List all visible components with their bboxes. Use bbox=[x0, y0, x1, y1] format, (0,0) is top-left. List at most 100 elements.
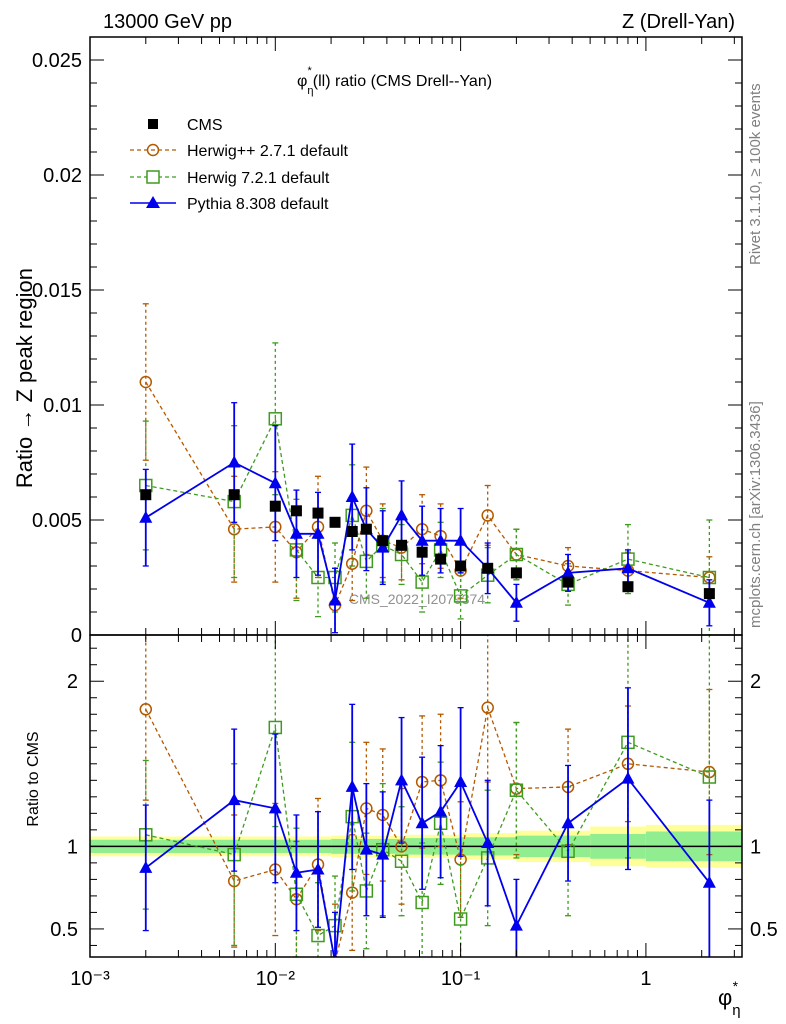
herwig7-point bbox=[453, 589, 468, 603]
x-tick-label: 10⁻¹ bbox=[441, 968, 481, 990]
cms-data-point bbox=[140, 489, 152, 501]
legend: CMS Herwig++ 2.7.1 default Herwig 7.2.1 … bbox=[130, 117, 349, 213]
herwig7-point bbox=[311, 928, 325, 943]
pythia-point bbox=[311, 862, 325, 875]
y-tick-label: 0.02 bbox=[43, 165, 82, 187]
pythia-point bbox=[454, 533, 468, 546]
pythia-point bbox=[621, 561, 635, 574]
title-rest: (ll) ratio (CMS Drell--Yan) bbox=[313, 73, 492, 90]
pythia-point bbox=[561, 565, 575, 578]
pythia-point bbox=[289, 526, 303, 539]
xlabel-sub: η bbox=[732, 1002, 740, 1019]
series-line bbox=[145, 727, 710, 937]
main-cms bbox=[140, 489, 715, 600]
pythia-point bbox=[702, 875, 716, 888]
pythia-point bbox=[434, 533, 448, 546]
pythia-point bbox=[289, 865, 303, 878]
rivet-label: Rivet 3.1.10, ≥ 100k events bbox=[747, 83, 764, 265]
x-tick-label: 10⁻³ bbox=[70, 968, 110, 990]
ratio-y-tick-label-right: 0.5 bbox=[750, 919, 778, 941]
xlabel-sup: * bbox=[733, 978, 739, 994]
x-tick-label: 1 bbox=[640, 968, 651, 990]
pythia-point bbox=[376, 847, 390, 860]
cms-data-point bbox=[510, 567, 522, 579]
y-tick-label: 0.01 bbox=[43, 395, 82, 417]
legend-herwig7-marker bbox=[146, 170, 160, 184]
main-plot-title: φη *(ll) ratio (CMS Drell--Yan) bbox=[297, 65, 492, 97]
cms-data-point bbox=[329, 516, 341, 528]
pythia-point bbox=[395, 773, 409, 786]
herwig7-point bbox=[453, 912, 468, 926]
title-sub: η bbox=[307, 85, 313, 97]
title-sup: * bbox=[308, 65, 313, 77]
pythia-point bbox=[415, 533, 429, 546]
pythia-point bbox=[227, 455, 241, 468]
ratio-y-tick-label-right: 2 bbox=[750, 671, 761, 693]
legend-entry-cms: CMS bbox=[148, 117, 223, 134]
ratio-pythia-8-308-default bbox=[139, 687, 716, 957]
pythia-point bbox=[345, 490, 359, 502]
legend-pythia-marker bbox=[146, 196, 160, 208]
ratio-y-tick-label-right: 1 bbox=[750, 836, 761, 858]
legend-cms-marker bbox=[148, 119, 158, 129]
ratio-uncertainty-band bbox=[90, 824, 742, 868]
pythia-point bbox=[509, 918, 523, 931]
pythia-point bbox=[561, 816, 575, 829]
pythia-point bbox=[702, 595, 716, 608]
legend-herwigpp-marker bbox=[146, 143, 160, 157]
title-phi: φ bbox=[297, 73, 307, 90]
cms-data-point bbox=[455, 560, 467, 572]
header-left: 13000 GeV pp bbox=[103, 11, 232, 33]
cms-data-point bbox=[562, 576, 574, 588]
herwigpp-point bbox=[481, 701, 494, 714]
herwig7-point bbox=[415, 895, 429, 910]
pythia-point bbox=[481, 836, 495, 849]
ratio-series-group bbox=[139, 635, 717, 957]
data-series bbox=[139, 303, 717, 957]
legend-herwig7-label: Herwig 7.2.1 default bbox=[187, 170, 330, 187]
herwig7-point bbox=[509, 783, 524, 797]
pythia-point bbox=[454, 774, 468, 787]
pythia-point bbox=[359, 842, 373, 855]
cms-data-point bbox=[290, 505, 302, 517]
pythia-point bbox=[415, 816, 429, 829]
herwig7-point bbox=[394, 854, 409, 868]
ratio-y-tick-label-left: 0.5 bbox=[50, 919, 78, 941]
herwigpp-point bbox=[139, 375, 153, 389]
cms-data-point bbox=[396, 539, 408, 551]
cms-data-point bbox=[377, 535, 389, 547]
pythia-point bbox=[139, 860, 153, 873]
ratio-y-tick-label-left: 1 bbox=[67, 836, 78, 858]
series-line bbox=[145, 416, 710, 597]
pythia-point bbox=[345, 779, 359, 792]
pythia-point bbox=[328, 593, 342, 606]
cms-data-point bbox=[416, 546, 428, 558]
series-line bbox=[145, 777, 711, 957]
main-herwig-7-2-1-default bbox=[139, 342, 717, 635]
legend-herwigpp-label: Herwig++ 2.7.1 default bbox=[187, 143, 349, 160]
cms-data-point bbox=[703, 588, 715, 600]
xlabel-phi: φ bbox=[718, 985, 732, 1010]
cms-data-point bbox=[312, 507, 324, 519]
main-y-axis-label: Ratio → Z peak region bbox=[12, 268, 37, 488]
legend-entry-herwigpp: Herwig++ 2.7.1 default bbox=[130, 143, 349, 160]
cms-data-point bbox=[482, 562, 494, 574]
ratio-y-axis-label: Ratio to CMS bbox=[25, 731, 42, 826]
pythia-point bbox=[509, 595, 523, 608]
ratio-plot-frame bbox=[89, 634, 743, 958]
herwig7-point bbox=[268, 412, 283, 426]
y-tick-label: 0.025 bbox=[32, 50, 82, 72]
cms-data-point bbox=[346, 526, 358, 537]
pythia-point bbox=[268, 476, 282, 489]
axes: 10⁻³ 10⁻² 10⁻¹ 1 0 0.005 0.01 0.015 0.02 0.025 0.5… bbox=[32, 36, 778, 990]
herwig7-point bbox=[702, 770, 717, 784]
legend-pythia-label: Pythia 8.308 default bbox=[187, 196, 329, 213]
y-tick-label: 0 bbox=[71, 625, 82, 647]
pythia-point bbox=[376, 540, 390, 553]
x-axis-label: φη * bbox=[718, 978, 741, 1019]
cms-data-point bbox=[269, 500, 281, 512]
legend-cms-label: CMS bbox=[187, 117, 223, 134]
herwigpp-point bbox=[481, 509, 494, 522]
y-tick-label: 0.015 bbox=[32, 280, 82, 302]
